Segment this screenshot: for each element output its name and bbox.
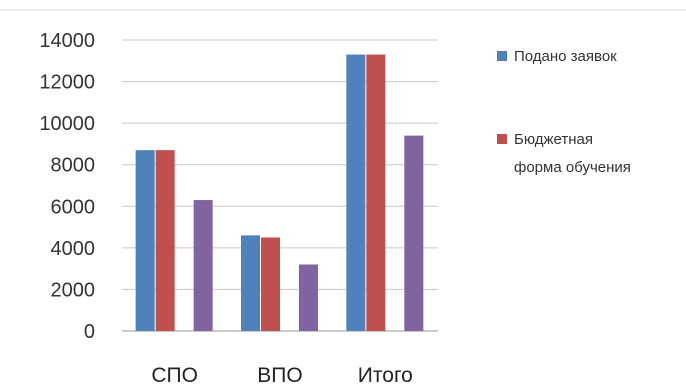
legend-entry-text: форма обучения — [514, 159, 631, 176]
y-tick-label: 14000 — [39, 30, 95, 52]
y-tick-label: 12000 — [39, 72, 95, 94]
bars — [135, 54, 424, 332]
y-tick-label: 8000 — [51, 155, 96, 177]
y-tick-label: 0 — [84, 321, 95, 343]
bar-2-3 — [366, 54, 386, 332]
y-tick-label: 10000 — [39, 113, 95, 135]
bar-2-1 — [155, 150, 175, 331]
bar-1-3 — [346, 54, 366, 332]
bar-1-1 — [135, 150, 155, 331]
y-axis-tick-labels: 0 2000 4000 6000 8000 10000 12000 14000 — [39, 30, 95, 343]
legend: Подано заявок Бюджетная форма обучения — [497, 48, 631, 176]
bar-3-3 — [404, 135, 424, 331]
y-tick-label: 2000 — [51, 279, 96, 301]
x-category-label: Итого — [358, 364, 413, 385]
legend-swatch — [497, 134, 507, 144]
x-category-label: СПО — [151, 364, 198, 385]
y-tick-label: 6000 — [51, 196, 96, 218]
bar-1-2 — [241, 235, 260, 331]
legend-entry-text: Подано заявок — [514, 48, 617, 65]
bar-3-2 — [299, 264, 318, 331]
legend-entry-text: Бюджетная — [514, 131, 593, 148]
bar-3-1 — [193, 200, 213, 331]
x-axis-category-labels: СПО ВПО Итого — [151, 364, 412, 385]
bar-2-2 — [261, 237, 280, 331]
x-category-label: ВПО — [257, 364, 302, 385]
legend-swatch — [497, 51, 507, 61]
y-tick-label: 4000 — [51, 238, 96, 260]
